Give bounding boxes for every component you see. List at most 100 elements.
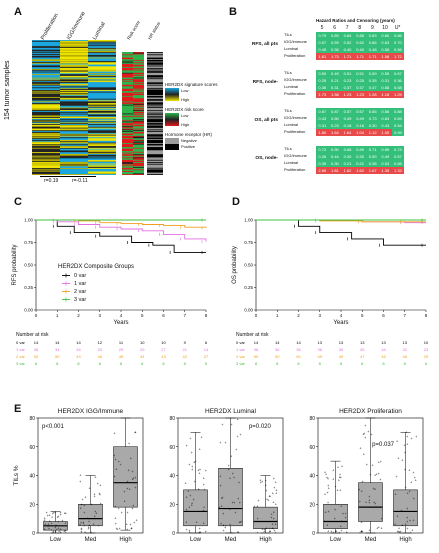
risk-cell (133, 123, 144, 125)
risk-cell (133, 60, 144, 62)
risk-cell (122, 115, 133, 117)
heatmap-cell (88, 136, 116, 138)
panel-label-d: D (232, 196, 240, 208)
hr-cell (147, 99, 163, 102)
hr-cell (147, 95, 163, 98)
heatmap-cell (32, 53, 60, 55)
hr-cell (147, 117, 163, 119)
hr-cell: 0.25 (353, 77, 367, 84)
heatmap-cell (88, 71, 116, 73)
heatmap-cell (32, 59, 60, 61)
heatmap-cell (88, 172, 116, 174)
hr-table-title: Hazard Ratios and Censoring (years) (316, 18, 395, 23)
risk-cell (122, 57, 133, 59)
heatmap-cell (60, 138, 88, 140)
jitter-point: + (128, 442, 130, 446)
hr-cell (147, 167, 163, 169)
jitter-point: + (269, 527, 271, 531)
p-value: p<0.001 (42, 424, 65, 430)
heatmap-cell (60, 83, 88, 86)
risk-cell (122, 102, 133, 104)
y-axis-label: RFS probability (12, 244, 18, 285)
risk-cell (133, 102, 144, 104)
heatmap-cell (32, 40, 60, 42)
risk-value: 6 (425, 361, 428, 366)
risk-cell (122, 72, 133, 74)
heatmap-cell (88, 79, 116, 81)
heatmap-cell (32, 89, 60, 91)
hr-cell: 0.59 (353, 146, 367, 153)
legend-hr-pos: Positive (181, 144, 196, 149)
risk-value: 10 (140, 340, 145, 345)
heatmap-cell (32, 109, 60, 111)
risk-cell (122, 150, 133, 152)
hr-cell (147, 75, 163, 78)
hr-cell (147, 62, 163, 64)
jitter-point: + (51, 522, 53, 526)
jitter-point: + (134, 431, 136, 435)
jitter-point: + (65, 511, 67, 515)
hr-cell (147, 152, 163, 154)
heatmap-cell (88, 91, 116, 93)
risk-cell (122, 107, 133, 109)
heatmap-cell (88, 41, 116, 43)
hr-cell: 0.83 (366, 32, 379, 39)
heatmap-cell (88, 121, 116, 123)
risk-value: 10 (424, 340, 429, 345)
jitter-point: + (55, 523, 57, 527)
risk-row-label: 2 var (16, 354, 26, 359)
jitter-point: + (130, 523, 132, 527)
heatmap-cell (60, 159, 88, 161)
risk-value: 8 (184, 361, 187, 366)
hr-table-years: 5 6 7 8 9 10 U* (316, 25, 406, 31)
heatmap-cell (60, 64, 88, 66)
jitter-point: + (191, 465, 193, 469)
risk-value: 42 (183, 354, 188, 359)
jitter-point: + (395, 475, 397, 479)
heatmap-cell (32, 82, 60, 85)
jitter-point: + (136, 518, 138, 522)
risk-cell (133, 173, 144, 175)
hr-cell (147, 171, 163, 173)
hr-cell: 0.80 (379, 32, 392, 39)
category-label: High (119, 537, 131, 543)
risk-cell (122, 129, 133, 131)
risk-cell (122, 65, 133, 67)
heatmap-cell (32, 66, 60, 68)
heatmap-cell (88, 53, 116, 55)
jitter-point: + (228, 468, 230, 472)
heatmap-cell (88, 129, 116, 131)
heatmap-cell (60, 74, 88, 76)
jitter-point: + (373, 487, 375, 491)
heatmap-cell (60, 115, 88, 117)
jitter-point: + (360, 447, 362, 451)
hr-cell (147, 108, 163, 110)
risk-cell (133, 110, 144, 112)
risk-cell (122, 116, 133, 118)
heatmap-cell (60, 158, 88, 160)
risk-cell (133, 147, 144, 149)
heatmap-cell (88, 78, 116, 80)
risk-cell (122, 168, 133, 170)
heatmap-cell (32, 130, 60, 132)
hr-cell (147, 148, 163, 150)
heatmap-cell (32, 159, 60, 161)
jitter-point: + (49, 520, 51, 524)
risk-cell (133, 152, 144, 154)
hr-cell (147, 144, 163, 146)
risk-cell (133, 92, 144, 94)
x-axis-label: Years (113, 320, 128, 326)
heatmap-cell (88, 93, 116, 95)
jitter-point: + (133, 477, 135, 481)
jitter-point: + (48, 513, 50, 517)
risk-cell (133, 86, 144, 88)
jitter-point: + (128, 468, 130, 472)
risk-cell (122, 127, 133, 129)
risk-value: 35 (360, 347, 365, 352)
jitter-point: + (124, 499, 126, 503)
risk-cell (122, 167, 133, 169)
risk-cell (122, 131, 133, 133)
hr-cell (147, 87, 163, 89)
risk-cell (133, 145, 144, 147)
heatmap-cell (32, 125, 60, 127)
